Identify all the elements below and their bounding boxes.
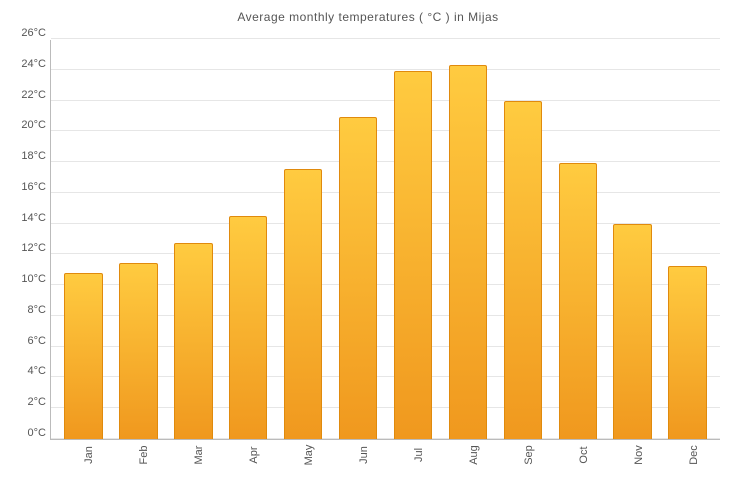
bar xyxy=(284,169,322,439)
y-axis-tick-label: 6°C xyxy=(11,335,46,347)
bar xyxy=(394,71,432,439)
chart-container: Average monthly temperatures ( °C ) in M… xyxy=(0,0,736,500)
x-axis-tick-label: Feb xyxy=(138,446,150,465)
bar xyxy=(559,163,597,439)
x-axis-tick-label: Dec xyxy=(688,445,700,465)
y-axis-tick-label: 24°C xyxy=(11,58,46,70)
bar-slot: Feb xyxy=(111,40,166,439)
y-axis-tick-label: 0°C xyxy=(11,427,46,439)
bar xyxy=(613,224,651,439)
chart-title: Average monthly temperatures ( °C ) in M… xyxy=(0,0,736,24)
x-axis-tick-label: Sep xyxy=(523,445,535,465)
bars-group: JanFebMarAprMayJunJulAugSepOctNovDec xyxy=(51,40,720,439)
bar xyxy=(449,65,487,439)
y-axis-tick-label: 12°C xyxy=(11,242,46,254)
y-axis-tick-label: 20°C xyxy=(11,119,46,131)
bar-slot: Nov xyxy=(605,40,660,439)
x-axis-tick-label: Apr xyxy=(248,446,260,463)
y-axis-tick-label: 2°C xyxy=(11,396,46,408)
x-axis-tick-label: May xyxy=(303,445,315,466)
bar-slot: Jun xyxy=(331,40,386,439)
bar xyxy=(119,263,157,439)
bar-slot: Dec xyxy=(660,40,715,439)
bar-slot: Jul xyxy=(386,40,441,439)
bar-slot: May xyxy=(276,40,331,439)
bar xyxy=(504,101,542,439)
plot-area: 0°C2°C4°C6°C8°C10°C12°C14°C16°C18°C20°C2… xyxy=(50,40,720,440)
bar xyxy=(64,273,102,439)
x-axis-tick-label: Nov xyxy=(633,445,645,465)
y-axis-tick-label: 22°C xyxy=(11,89,46,101)
y-axis-tick-label: 18°C xyxy=(11,150,46,162)
bar-slot: Mar xyxy=(166,40,221,439)
x-axis-tick-label: Aug xyxy=(468,445,480,465)
bar-slot: Aug xyxy=(440,40,495,439)
x-axis-tick-label: Oct xyxy=(578,446,590,463)
bar xyxy=(668,266,706,439)
y-axis-tick-label: 16°C xyxy=(11,181,46,193)
y-axis-tick-label: 14°C xyxy=(11,212,46,224)
bar-slot: Sep xyxy=(495,40,550,439)
x-axis-tick-label: Jul xyxy=(413,448,425,462)
bar xyxy=(229,216,267,439)
bar-slot: Oct xyxy=(550,40,605,439)
y-axis-tick-label: 26°C xyxy=(11,27,46,39)
bar xyxy=(339,117,377,439)
x-axis-tick-label: Mar xyxy=(193,446,205,465)
x-axis-tick-label: Jun xyxy=(358,446,370,464)
y-axis-tick-label: 8°C xyxy=(11,304,46,316)
bar xyxy=(174,243,212,439)
bar-slot: Apr xyxy=(221,40,276,439)
x-axis-tick-label: Jan xyxy=(83,446,95,464)
y-axis-tick-label: 4°C xyxy=(11,365,46,377)
grid-line xyxy=(51,38,720,39)
y-axis-tick-label: 10°C xyxy=(11,273,46,285)
bar-slot: Jan xyxy=(56,40,111,439)
